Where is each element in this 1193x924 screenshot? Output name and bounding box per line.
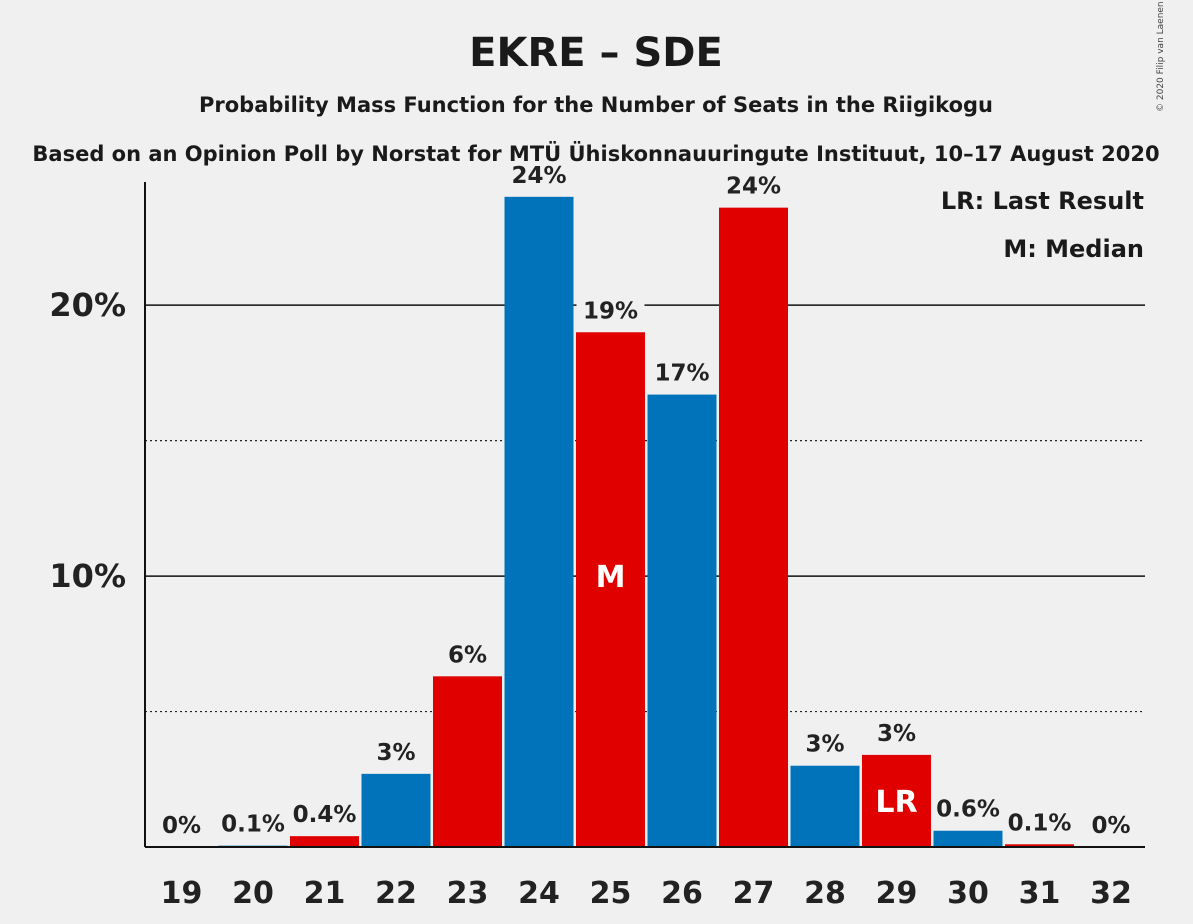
x-tick-label: 19 (161, 876, 203, 911)
value-label: 0.4% (293, 802, 357, 828)
value-label: 17% (654, 361, 709, 387)
value-label-background (147, 811, 216, 839)
value-label-background (1005, 808, 1074, 837)
bar-seat-25 (576, 332, 645, 848)
bar-seat-31 (1005, 844, 1074, 847)
last-result-marker: LR (875, 785, 917, 820)
value-label-background (791, 729, 859, 758)
value-label: 0.6% (936, 797, 1000, 823)
ticks: 10% 20% 19 20 21 22 23 24 25 26 27 28 29 30 31 32 (49, 286, 1131, 911)
value-label: 0.1% (1008, 810, 1072, 836)
value-label: 0% (1091, 813, 1130, 839)
value-label-background (219, 809, 287, 838)
bar-seat-26 (647, 394, 717, 847)
bar-seat-22 (361, 773, 431, 847)
x-tick-label: 21 (304, 876, 346, 911)
value-label-background (648, 358, 716, 387)
x-tick-label: 28 (804, 876, 846, 911)
x-tick-label: 30 (947, 876, 989, 911)
median-marker: M (596, 560, 626, 595)
bar-seat-23 (433, 676, 502, 847)
value-label: 19% (583, 298, 638, 324)
value-label-background (934, 794, 1002, 823)
value-label: 3% (376, 740, 415, 766)
bar-seat-27 (719, 207, 788, 847)
bar-seat-30 (933, 830, 1003, 847)
copyright-notice: © 2020 Filip van Laenen (1156, 1, 1166, 112)
x-tick-label: 20 (232, 876, 274, 911)
chart-subtitle: Probability Mass Function for the Number… (199, 93, 993, 117)
x-tick-label: 29 (876, 876, 918, 911)
x-tick-label: 32 (1090, 876, 1132, 911)
x-tick-label: 22 (375, 876, 417, 911)
chart-subtitle-source: Based on an Opinion Poll by Norstat for … (32, 141, 1159, 166)
value-label-background (862, 718, 931, 747)
value-label: 3% (877, 721, 916, 747)
legend-last-result: LR: Last Result (941, 187, 1144, 215)
value-label-background (362, 737, 430, 766)
labels: 0% 0.1% 0.4% 3% 6% 24% 19% M 17% 24% 3% 3% LR 0.6% 0.1… (147, 160, 1145, 839)
y-tick-label: 10% (49, 557, 126, 595)
bar-seat-24 (504, 196, 574, 847)
bar-seat-21 (290, 836, 359, 847)
y-tick-label: 20% (49, 286, 126, 324)
value-label: 24% (726, 174, 781, 200)
x-tick-label: 25 (590, 876, 632, 911)
legend-median: M: Median (1003, 235, 1144, 263)
value-label-background (576, 296, 645, 325)
x-tick-label: 24 (518, 876, 560, 911)
value-label: 0% (162, 813, 201, 839)
value-label-background (1077, 811, 1145, 839)
x-tick-label: 27 (733, 876, 775, 911)
axis (144, 182, 1145, 848)
bar-seat-29 (862, 754, 931, 847)
x-tick-label: 31 (1019, 876, 1061, 911)
value-label-background (505, 160, 573, 189)
x-tick-label: 26 (661, 876, 703, 911)
bars (218, 196, 1074, 848)
value-label-background (290, 800, 359, 829)
value-label: 6% (448, 642, 487, 668)
value-label: 0.1% (221, 812, 285, 838)
value-label-background (433, 640, 502, 669)
value-label: 24% (511, 163, 566, 189)
value-label-background (719, 171, 788, 200)
x-tick-label: 23 (447, 876, 489, 911)
value-label: 3% (805, 732, 844, 758)
bar-seat-28 (790, 765, 860, 847)
chart-title: EKRE – SDE (469, 30, 723, 76)
